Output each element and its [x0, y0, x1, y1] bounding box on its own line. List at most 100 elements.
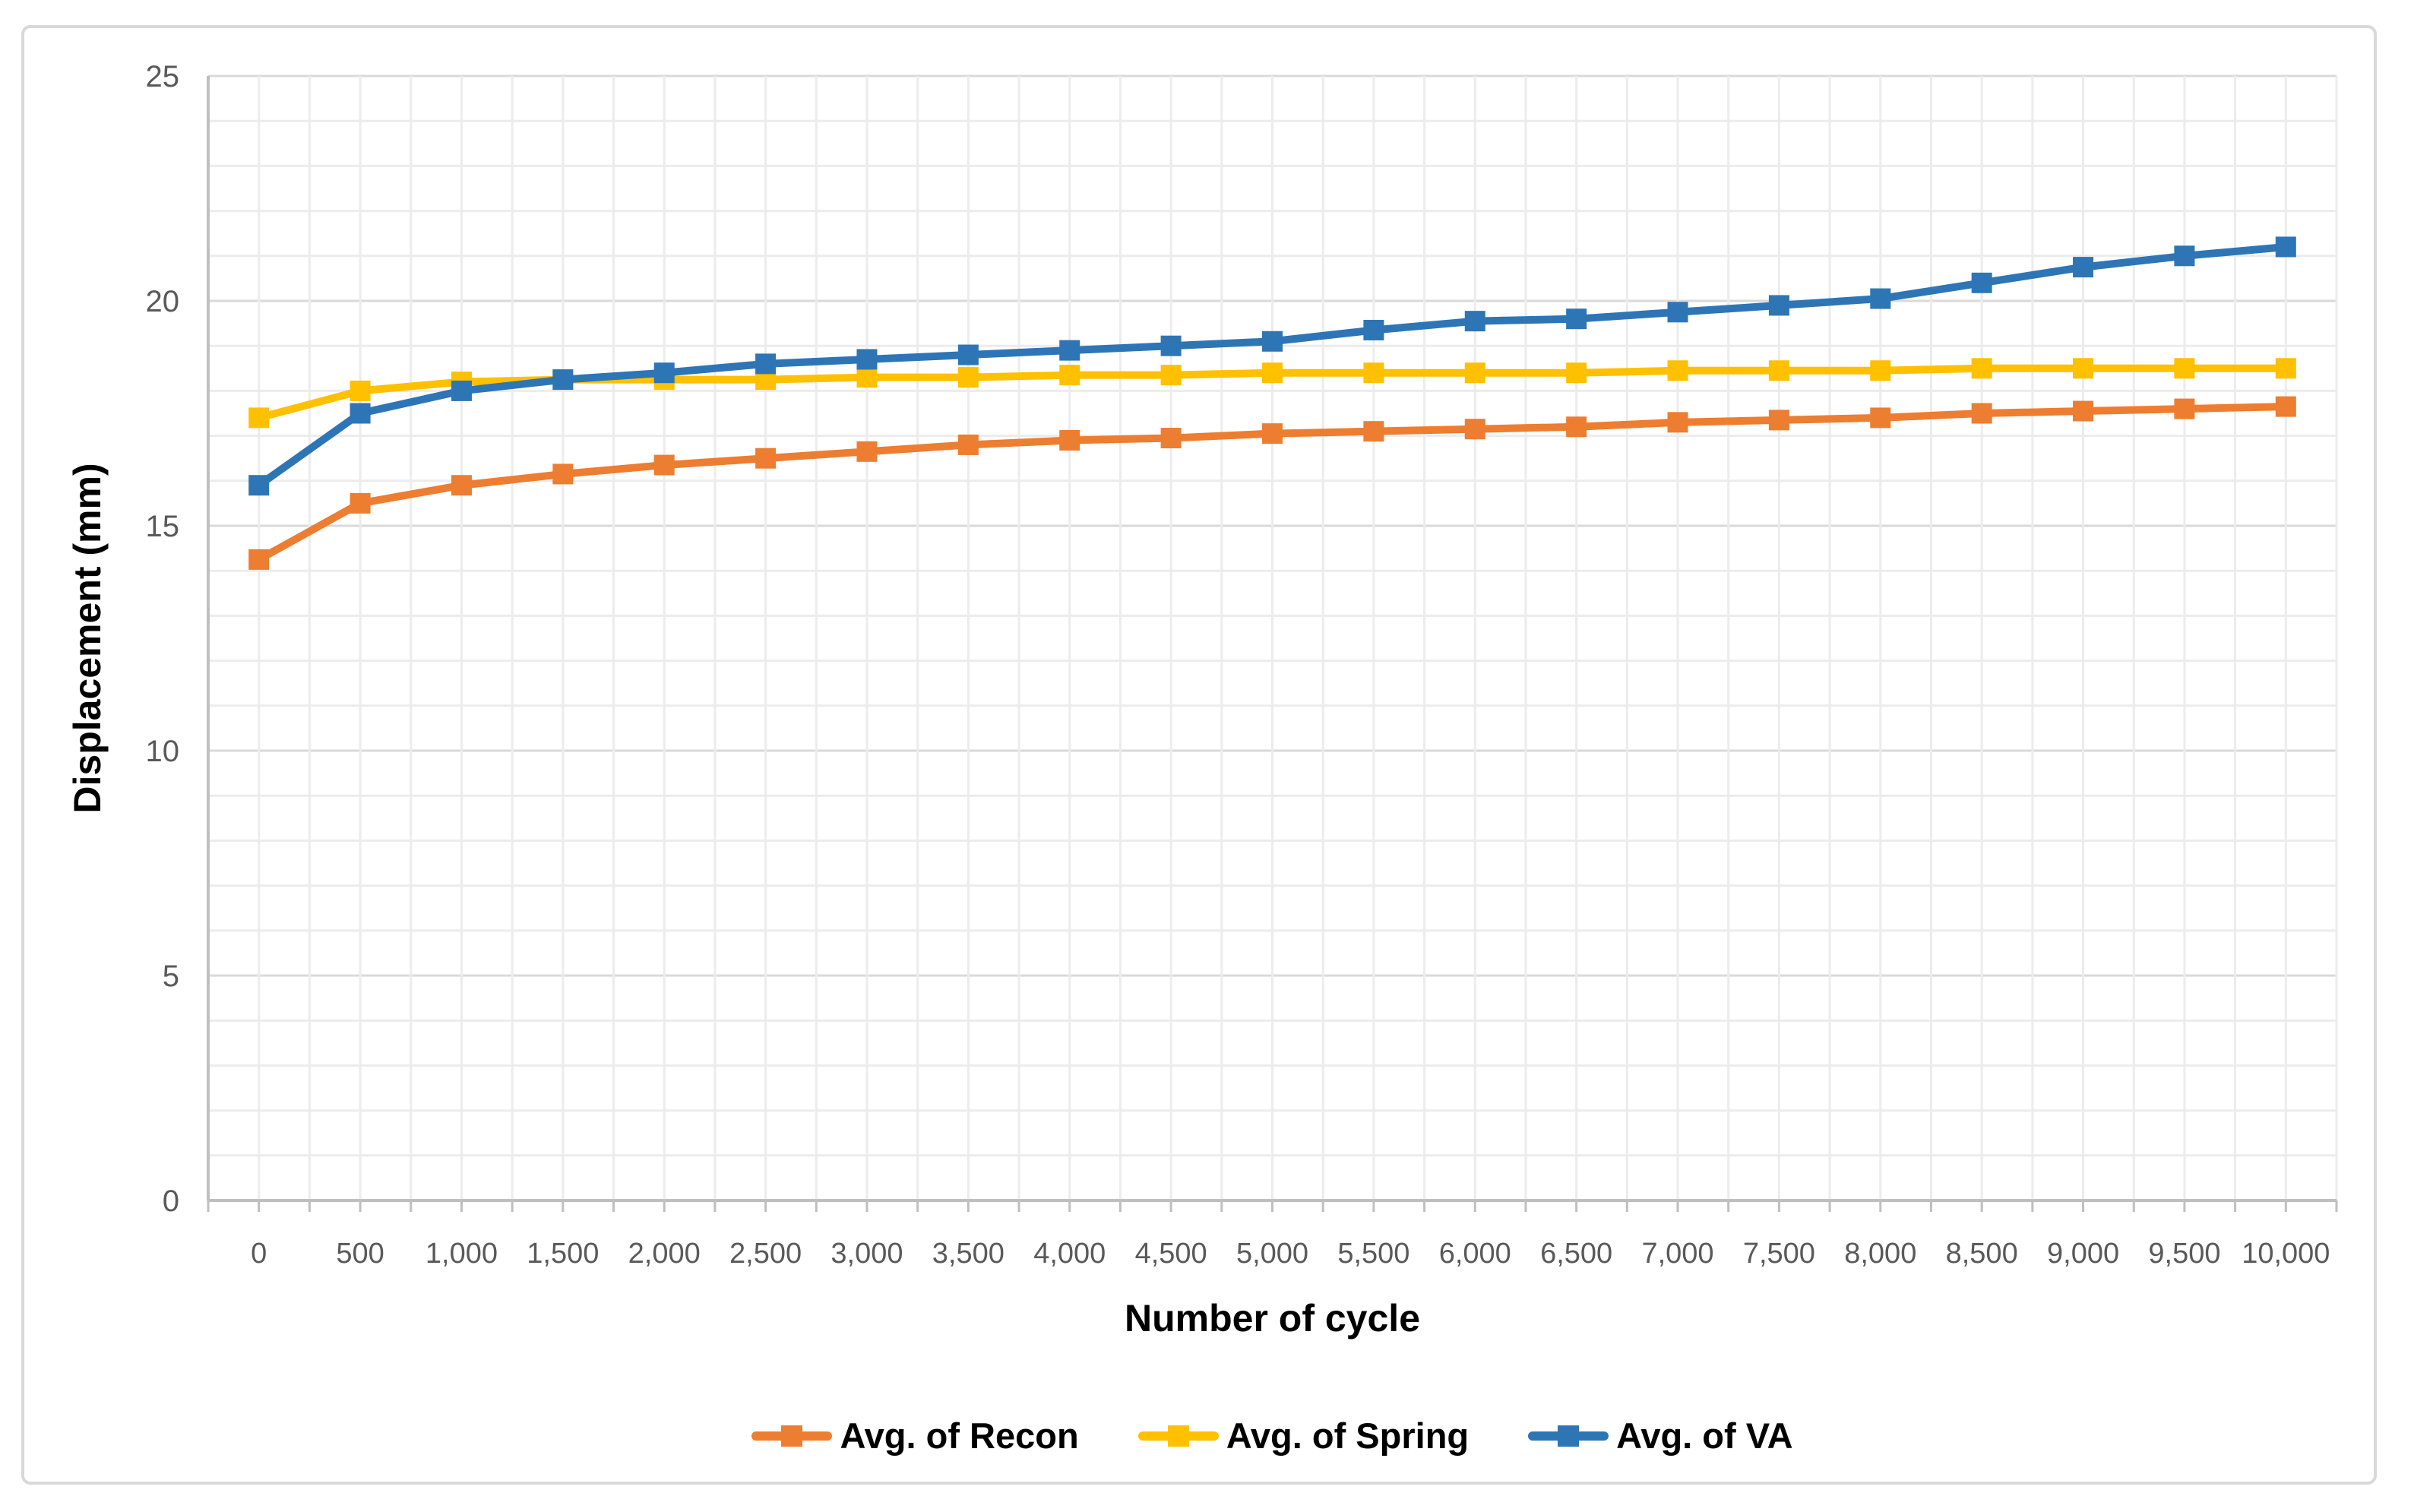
- data-point-marker: [350, 492, 371, 514]
- x-tick-label: 4,500: [1135, 1238, 1207, 1270]
- data-point-marker: [1667, 360, 1688, 381]
- gridlines: [208, 74, 2338, 1200]
- data-point-marker: [1160, 335, 1182, 356]
- legend-square: [1558, 1425, 1580, 1447]
- data-point-marker: [653, 454, 675, 476]
- x-tick-label: 5,500: [1337, 1238, 1409, 1270]
- tick-labels: 0 5 10 15 20 25 0 500 1,000 1,500 2,000 2,500 3,000 3…: [146, 60, 2330, 1270]
- legend-marker-icon: [1528, 1425, 1609, 1447]
- data-point-marker: [1363, 421, 1384, 442]
- data-point-marker: [1464, 311, 1485, 332]
- data-point-marker: [2275, 396, 2296, 417]
- x-tick-label: 2,000: [628, 1238, 701, 1270]
- legend-square: [1167, 1425, 1189, 1447]
- data-point-marker: [755, 448, 777, 469]
- data-point-marker: [1971, 272, 1992, 293]
- data-point-marker: [248, 407, 270, 429]
- data-point-marker: [755, 353, 777, 375]
- data-point-marker: [1363, 319, 1384, 340]
- y-tick-label: 20: [146, 285, 180, 318]
- legend-item: Avg. of Recon: [751, 1415, 1079, 1457]
- data-point-marker: [1566, 416, 1587, 438]
- x-tick-label: 8,500: [1946, 1238, 2018, 1270]
- x-tick-label: 5,000: [1236, 1238, 1308, 1270]
- data-point-marker: [248, 549, 270, 570]
- data-point-marker: [1768, 295, 1789, 316]
- data-point-marker: [2275, 236, 2296, 258]
- y-tick-label: 5: [163, 960, 179, 993]
- chart-area-border: [21, 25, 2377, 1485]
- data-point-marker: [957, 344, 979, 365]
- x-tick-label: 6,000: [1439, 1238, 1511, 1270]
- data-point-marker: [1870, 288, 1891, 309]
- data-point-marker: [1262, 331, 1283, 352]
- x-tick-label: 2,500: [729, 1238, 802, 1270]
- y-tick-label: 25: [146, 60, 180, 93]
- x-tick-label: 3,000: [831, 1238, 903, 1270]
- data-point-marker: [552, 463, 574, 485]
- x-tick-label: 1,500: [527, 1238, 599, 1270]
- data-point-marker: [2174, 398, 2195, 419]
- data-point-marker: [248, 475, 270, 496]
- data-point-marker: [1262, 423, 1283, 444]
- data-point-marker: [1768, 360, 1789, 381]
- legend-marker-icon: [1137, 1425, 1219, 1447]
- legend: Avg. of Recon Avg. of Spring Avg. of VA: [208, 1415, 2336, 1457]
- data-point-marker: [1059, 340, 1080, 361]
- data-point-marker: [856, 367, 878, 388]
- data-point-marker: [2174, 245, 2195, 267]
- y-tick-label: 10: [146, 735, 180, 768]
- data-point-marker: [1160, 365, 1182, 386]
- series-1: [248, 396, 2296, 570]
- x-tick-label: 8,000: [1844, 1238, 1916, 1270]
- data-point-marker: [2275, 358, 2296, 379]
- x-axis-title: Number of cycle: [1124, 1297, 1420, 1340]
- legend-marker-icon: [751, 1425, 833, 1447]
- y-tick-label: 15: [146, 510, 180, 543]
- data-point-marker: [1566, 362, 1587, 384]
- legend-label: Avg. of VA: [1616, 1416, 1793, 1456]
- x-tick-label: 6,500: [1540, 1238, 1612, 1270]
- x-tick-label: 9,500: [2148, 1238, 2220, 1270]
- data-point-marker: [1160, 428, 1182, 449]
- data-point-marker: [856, 441, 878, 462]
- series-3: [248, 236, 2296, 496]
- data-point-marker: [1059, 365, 1080, 386]
- x-tick-label: 9,000: [2047, 1238, 2119, 1270]
- x-tick-label: 0: [251, 1238, 267, 1270]
- data-point-marker: [2174, 358, 2195, 379]
- legend-label: Avg. of Recon: [840, 1416, 1079, 1456]
- data-point-marker: [957, 367, 979, 388]
- y-axis-title-text: Displacement (mm): [66, 463, 109, 814]
- data-point-marker: [1262, 362, 1283, 384]
- data-point-marker: [1667, 302, 1688, 323]
- x-tick-label: 7,000: [1641, 1238, 1713, 1270]
- y-tick-label: 0: [163, 1185, 179, 1218]
- axes: [207, 76, 2338, 1212]
- data-point-marker: [1464, 362, 1485, 384]
- data-point-marker: [1363, 362, 1384, 384]
- x-tick-label: 3,500: [932, 1238, 1005, 1270]
- data-point-marker: [1464, 419, 1485, 440]
- data-point-marker: [1971, 358, 1992, 379]
- data-point-marker: [350, 403, 371, 424]
- legend-label: Avg. of Spring: [1226, 1416, 1470, 1456]
- data-point-marker: [451, 475, 472, 496]
- data-point-marker: [1870, 407, 1891, 429]
- data-point-marker: [2073, 400, 2094, 422]
- data-point-marker: [653, 362, 675, 384]
- data-point-marker: [1870, 360, 1891, 381]
- data-point-marker: [350, 380, 371, 401]
- data-point-marker: [552, 369, 574, 391]
- data-point-marker: [1566, 308, 1587, 330]
- legend-square: [781, 1425, 803, 1447]
- x-tick-label: 4,000: [1033, 1238, 1106, 1270]
- x-tick-label: 1,000: [426, 1238, 498, 1270]
- data-point-marker: [1667, 412, 1688, 433]
- data-point-marker: [957, 434, 979, 455]
- x-tick-label: 10,000: [2242, 1238, 2330, 1270]
- data-point-marker: [1971, 403, 1992, 424]
- x-tick-label: 7,500: [1743, 1238, 1815, 1270]
- data-point-marker: [1059, 430, 1080, 451]
